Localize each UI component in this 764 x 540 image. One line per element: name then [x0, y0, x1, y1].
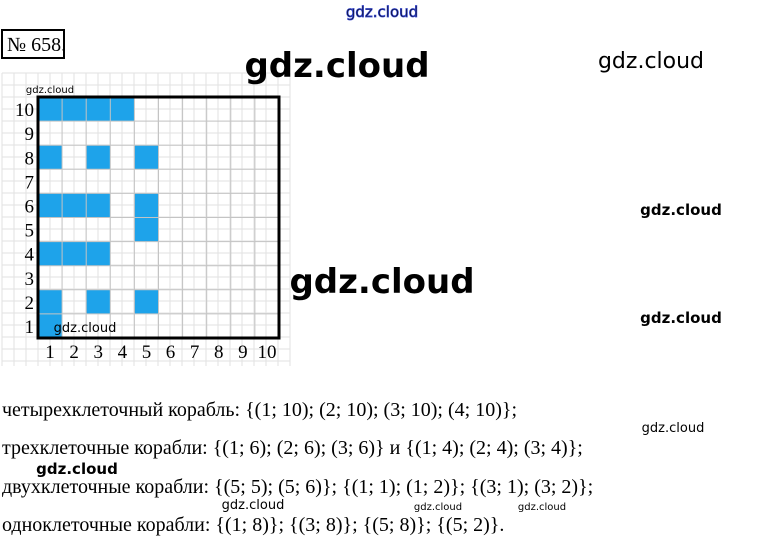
answer-line: двухклеточные корабли: {(5; 5); (5; 6)};…: [2, 476, 593, 498]
row-label: 6: [25, 196, 35, 217]
board-border: [36, 95, 281, 340]
row-label: 10: [15, 100, 34, 121]
column-label: 8: [214, 342, 224, 363]
row-label: 3: [25, 269, 35, 290]
ship-cell: [86, 97, 111, 122]
ship-cell: [38, 241, 63, 266]
watermarks: gdz.cloud gdz.cloud gdz.cloud gdz.cloud …: [26, 3, 722, 513]
watermark: gdz.cloud: [26, 85, 74, 96]
ship-cell: [86, 193, 111, 218]
ship-cell: [86, 145, 111, 170]
column-label: 3: [94, 342, 104, 363]
row-label: 1: [25, 317, 35, 338]
watermark: gdz.cloud: [598, 49, 704, 74]
column-label: 1: [45, 342, 55, 363]
ship-cell: [86, 241, 111, 266]
ship-cell: [62, 97, 87, 122]
ship-cell: [62, 193, 87, 218]
ship-cell: [134, 217, 159, 242]
row-label: 2: [25, 293, 35, 314]
watermark: gdz.cloud: [346, 3, 418, 21]
task-label: № 658.: [7, 34, 66, 56]
column-label: 4: [118, 342, 128, 363]
ship-cell: [38, 97, 63, 122]
ship-cell: [110, 97, 135, 122]
watermark: gdz.cloud: [289, 262, 474, 302]
column-label: 10: [257, 342, 276, 363]
watermark: gdz.cloud: [642, 421, 705, 436]
watermark: gdz.cloud: [414, 502, 462, 513]
watermark: gdz.cloud: [36, 460, 118, 478]
watermark: gdz.cloud: [640, 309, 722, 327]
ship-cell: [134, 193, 159, 218]
ship-cell: [134, 145, 159, 170]
ship-cell: [62, 241, 87, 266]
answer-line: трехклеточные корабли: {(1; 6); (2; 6); …: [2, 437, 583, 459]
column-label: 5: [142, 342, 152, 363]
row-label: 9: [25, 124, 35, 145]
row-label: 7: [25, 172, 35, 193]
answer-line: четырехклеточный корабль: {(1; 10); (2; …: [2, 399, 517, 421]
watermark: gdz.cloud: [640, 201, 722, 219]
column-label: 2: [69, 342, 79, 363]
ship-cell: [134, 289, 159, 314]
ship-cell: [38, 289, 63, 314]
watermark: gdz.cloud: [222, 498, 285, 513]
watermark: gdz.cloud: [54, 321, 117, 336]
answer-text: четырехклеточный корабль: {(1; 10); (2; …: [2, 399, 593, 536]
column-label: 9: [238, 342, 248, 363]
ship-cell: [38, 313, 63, 338]
row-label: 8: [25, 148, 35, 169]
ship-cell: [86, 289, 111, 314]
watermark: gdz.cloud: [244, 46, 429, 86]
row-label: 5: [25, 221, 35, 242]
ship-cell: [38, 193, 63, 218]
column-label: 7: [190, 342, 200, 363]
ship-cell: [38, 145, 63, 170]
row-label: 4: [25, 245, 35, 266]
watermark: gdz.cloud: [518, 502, 566, 513]
answer-line: одноклеточные корабли: {(1; 8)}; {(3; 8)…: [2, 514, 504, 536]
task-box: [1, 29, 65, 59]
column-label: 6: [166, 342, 176, 363]
